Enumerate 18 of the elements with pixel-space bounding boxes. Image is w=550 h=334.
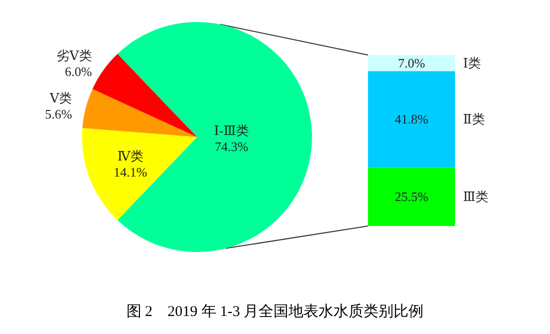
data-label: 14.1% [114, 164, 148, 180]
pie-slice [82, 128, 197, 220]
data-label: 5.6% [45, 106, 72, 122]
text: 图 2 2019 年 1-3 月全国地表水水质类别比例 [126, 303, 424, 320]
pie-slice [82, 89, 197, 137]
series-label: Ⅰ类 [463, 56, 482, 71]
series-label: Ⅱ类 [463, 112, 485, 127]
slice-label: Ⅳ类 [117, 148, 144, 164]
data-label: 6.0% [64, 64, 92, 80]
slice-label: Ⅰ-Ⅲ类 [214, 123, 250, 138]
data-label: 74.3% [214, 139, 248, 154]
slice-label: Ⅴ类 [48, 90, 72, 106]
data-label: 25.5% [394, 189, 428, 204]
pie-slice [92, 54, 197, 137]
series-label: Ⅲ类 [463, 189, 489, 204]
data-label: 41.8% [394, 112, 428, 127]
data-label: 7.0% [398, 56, 426, 71]
slice-label: 劣Ⅴ类 [56, 48, 92, 64]
